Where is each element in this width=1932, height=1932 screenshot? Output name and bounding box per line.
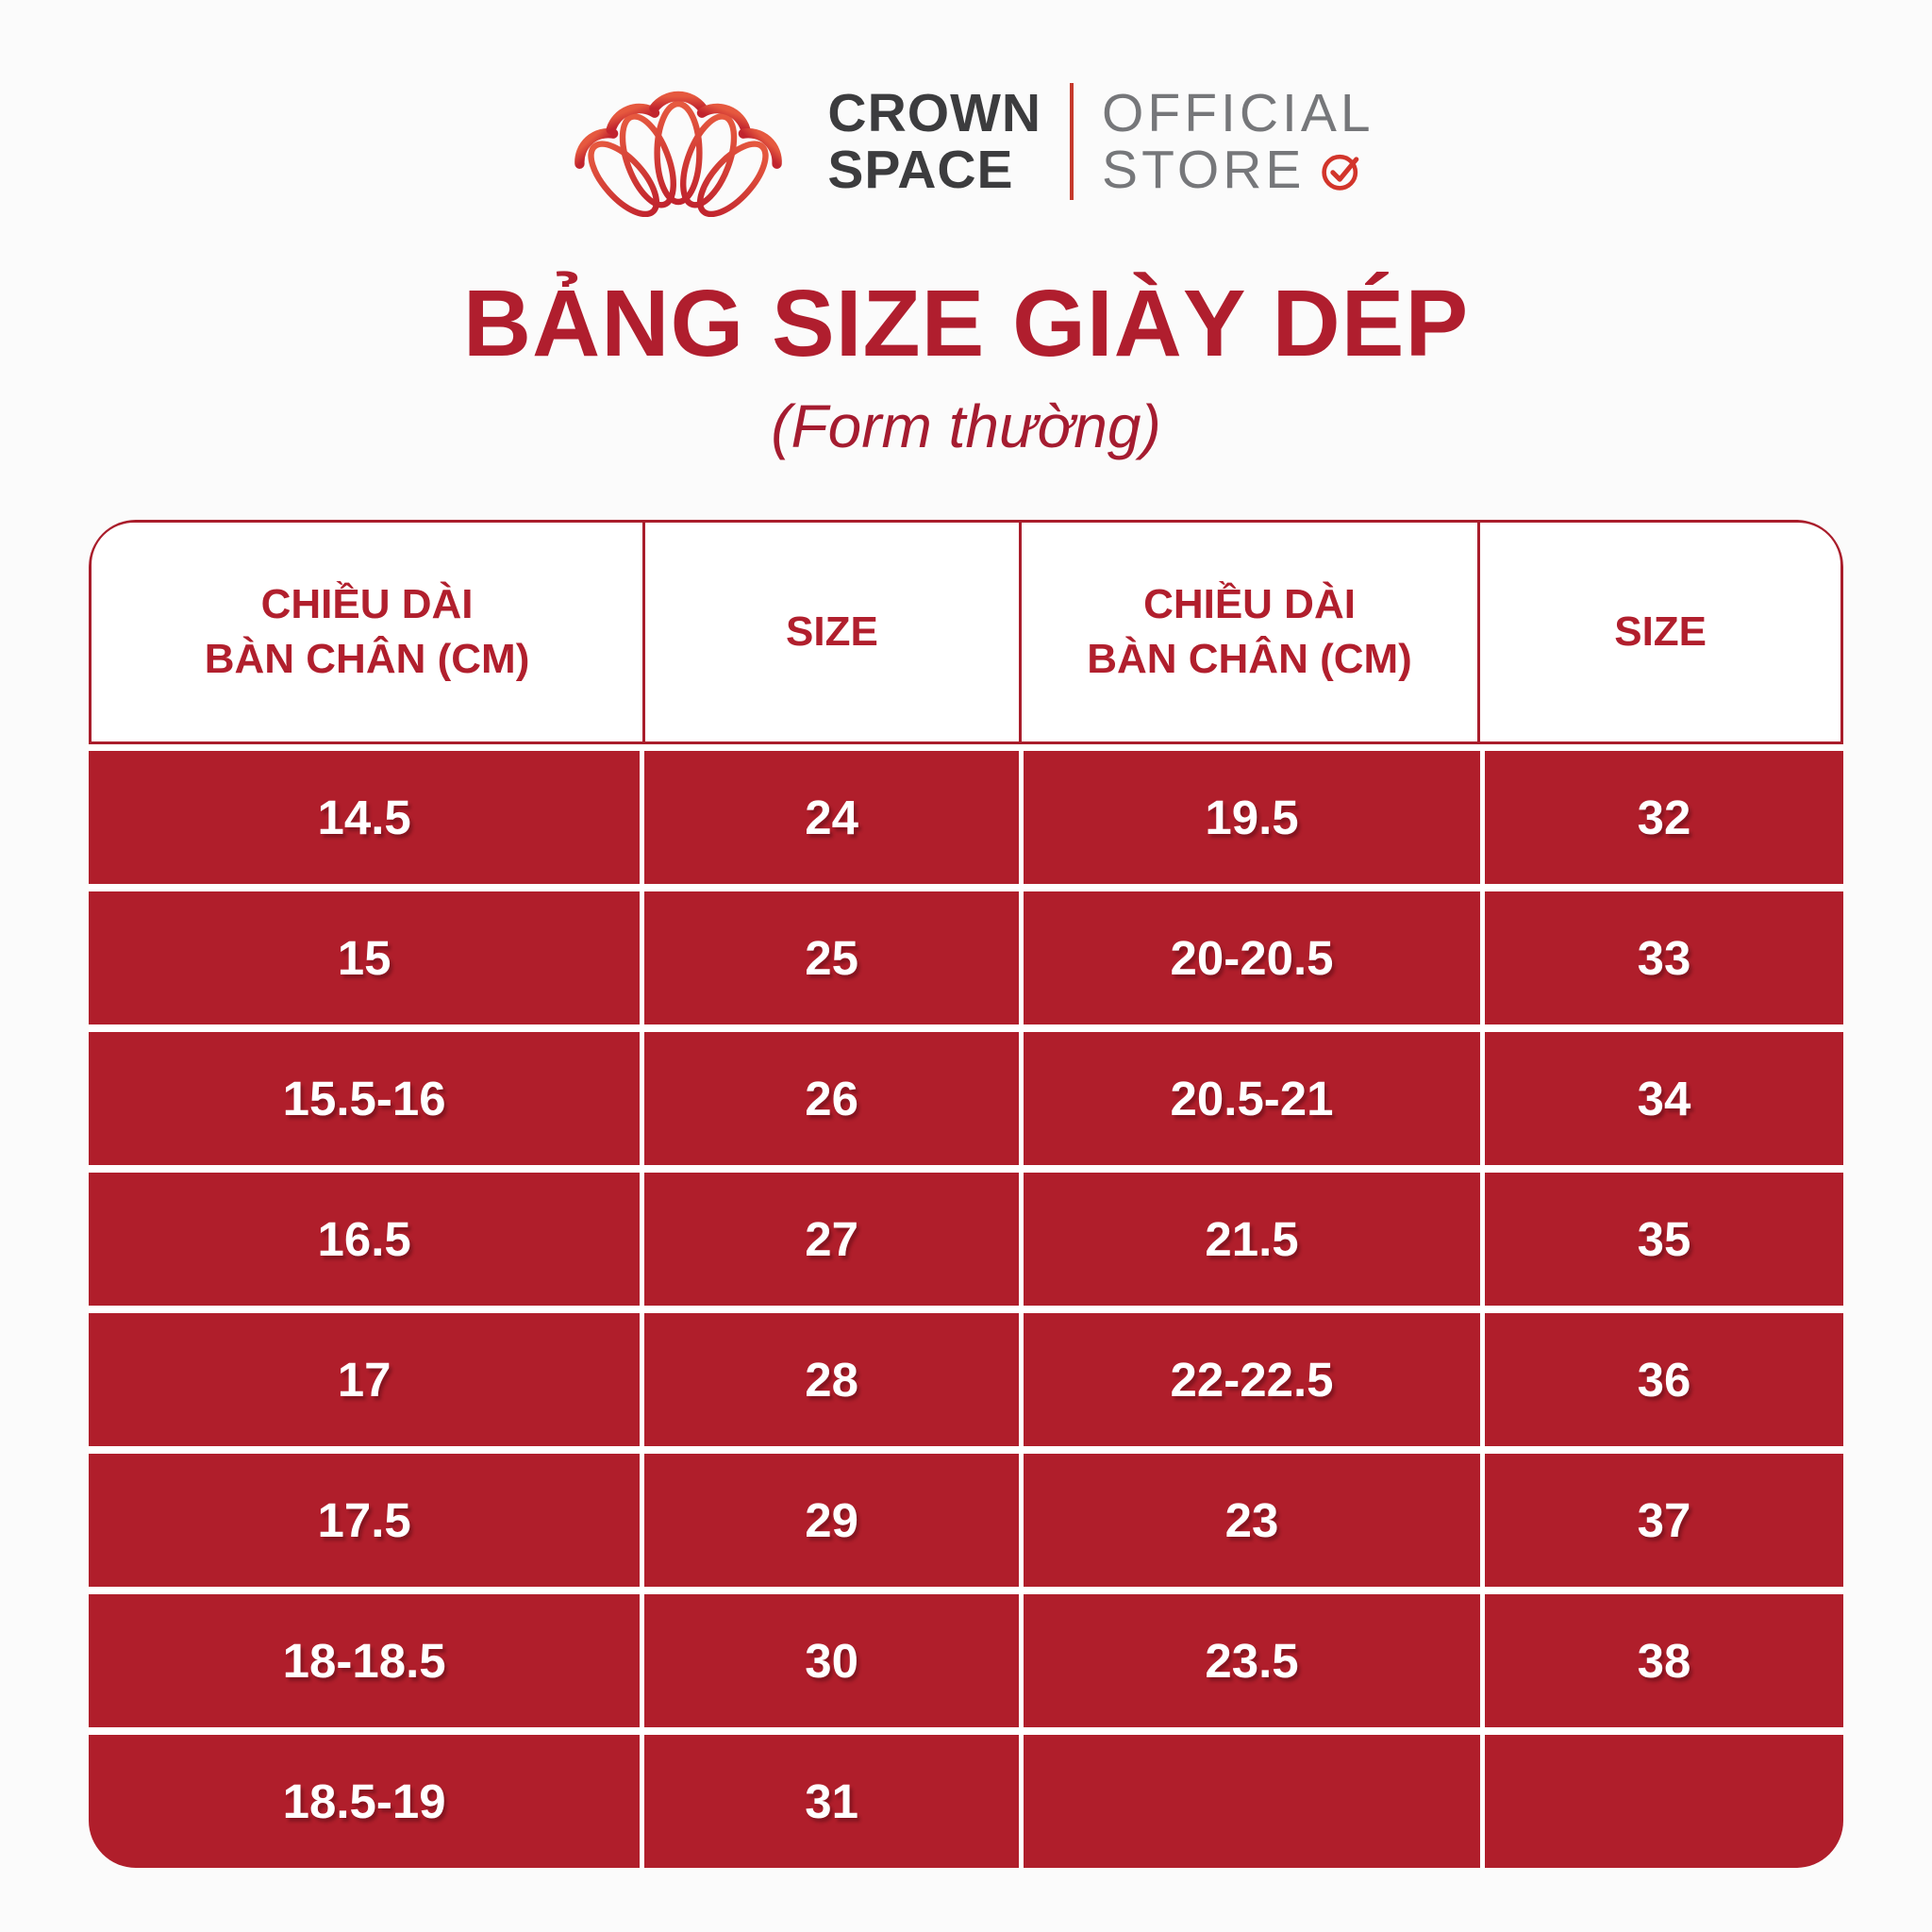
table-cell: 30 <box>644 1594 1020 1727</box>
table-cell: 29 <box>644 1454 1020 1587</box>
table-cell: 21.5 <box>1024 1173 1481 1306</box>
brand-line2: SPACE <box>827 140 1014 200</box>
store-line2: STORE <box>1102 140 1306 200</box>
table-cell: 32 <box>1485 751 1843 884</box>
header-text: SIZE <box>786 608 878 655</box>
table-cell: 33 <box>1485 891 1843 1024</box>
header-text: SIZE <box>1614 608 1707 655</box>
table-cell: 20.5-21 <box>1024 1032 1481 1165</box>
brand-line1: CROWN <box>827 82 1042 143</box>
header-foot-length-right: CHIỀU DÀI BÀN CHÂN (CM) <box>1022 523 1481 741</box>
table-cell: 18.5-19 <box>89 1735 641 1868</box>
brand-header: CROWN SPACE OFFICIAL STORE <box>0 0 1932 217</box>
table-cell: 14.5 <box>89 751 641 884</box>
store-line1: OFFICIAL <box>1102 82 1374 143</box>
table-cell: 35 <box>1485 1173 1843 1306</box>
table-cell: 20-20.5 <box>1024 891 1481 1024</box>
table-row: 14.5 24 19.5 32 <box>89 751 1843 884</box>
table-row: 17.5 29 23 37 <box>89 1454 1843 1587</box>
store-wordmark: OFFICIAL STORE <box>1102 82 1374 200</box>
table-cell: 17 <box>89 1313 641 1446</box>
header-size-right: SIZE <box>1480 523 1840 741</box>
table-row: 15.5-16 26 20.5-21 34 <box>89 1032 1843 1165</box>
table-row: 16.5 27 21.5 35 <box>89 1173 1843 1306</box>
table-cell: 28 <box>644 1313 1020 1446</box>
table-cell: 23.5 <box>1024 1594 1481 1727</box>
header-text: CHIỀU DÀI <box>1143 580 1356 627</box>
header-text: CHIỀU DÀI <box>260 580 474 627</box>
table-cell: 18-18.5 <box>89 1594 641 1727</box>
page-subtitle: (Form thường) <box>771 392 1161 460</box>
table-cell: 16.5 <box>89 1173 641 1306</box>
table-cell: 25 <box>644 891 1020 1024</box>
table-cell: 34 <box>1485 1032 1843 1165</box>
table-row: 18-18.5 30 23.5 38 <box>89 1594 1843 1727</box>
table-cell: 17.5 <box>89 1454 641 1587</box>
table-row: 17 28 22-22.5 36 <box>89 1313 1843 1446</box>
table-cell: 37 <box>1485 1454 1843 1587</box>
table-cell <box>1024 1735 1481 1868</box>
table-row: 18.5-19 31 <box>89 1735 1843 1868</box>
header-size-left: SIZE <box>645 523 1022 741</box>
logo-divider <box>1070 83 1074 200</box>
table-cell: 26 <box>644 1032 1020 1165</box>
table-cell: 22-22.5 <box>1024 1313 1481 1446</box>
header-text: BÀN CHÂN (CM) <box>1087 636 1412 682</box>
table-cell: 19.5 <box>1024 751 1481 884</box>
table-cell: 23 <box>1024 1454 1481 1587</box>
header-foot-length-left: CHIỀU DÀI BÀN CHÂN (CM) <box>92 523 646 741</box>
table-cell <box>1485 1735 1843 1868</box>
table-cell: 24 <box>644 751 1020 884</box>
table-body: 14.5 24 19.5 32 15 25 20-20.5 33 15.5-16 26 20.5-2… <box>89 744 1843 1868</box>
brand-wordmark: CROWN SPACE <box>827 82 1042 200</box>
table-cell: 15.5-16 <box>89 1032 641 1165</box>
page-title: BẢNG SIZE GIÀY DÉP <box>462 271 1470 376</box>
header-text: BÀN CHÂN (CM) <box>204 636 530 682</box>
table-cell: 27 <box>644 1173 1020 1306</box>
table-cell: 36 <box>1485 1313 1843 1446</box>
table-cell: 38 <box>1485 1594 1843 1727</box>
crown-icon <box>558 66 799 217</box>
verified-badge-icon <box>1320 147 1365 192</box>
size-table: CHIỀU DÀI BÀN CHÂN (CM) SIZE CHIỀU DÀI B… <box>89 520 1843 1868</box>
table-row: 15 25 20-20.5 33 <box>89 891 1843 1024</box>
table-cell: 15 <box>89 891 641 1024</box>
table-header-row: CHIỀU DÀI BÀN CHÂN (CM) SIZE CHIỀU DÀI B… <box>89 520 1843 744</box>
table-cell: 31 <box>644 1735 1020 1868</box>
